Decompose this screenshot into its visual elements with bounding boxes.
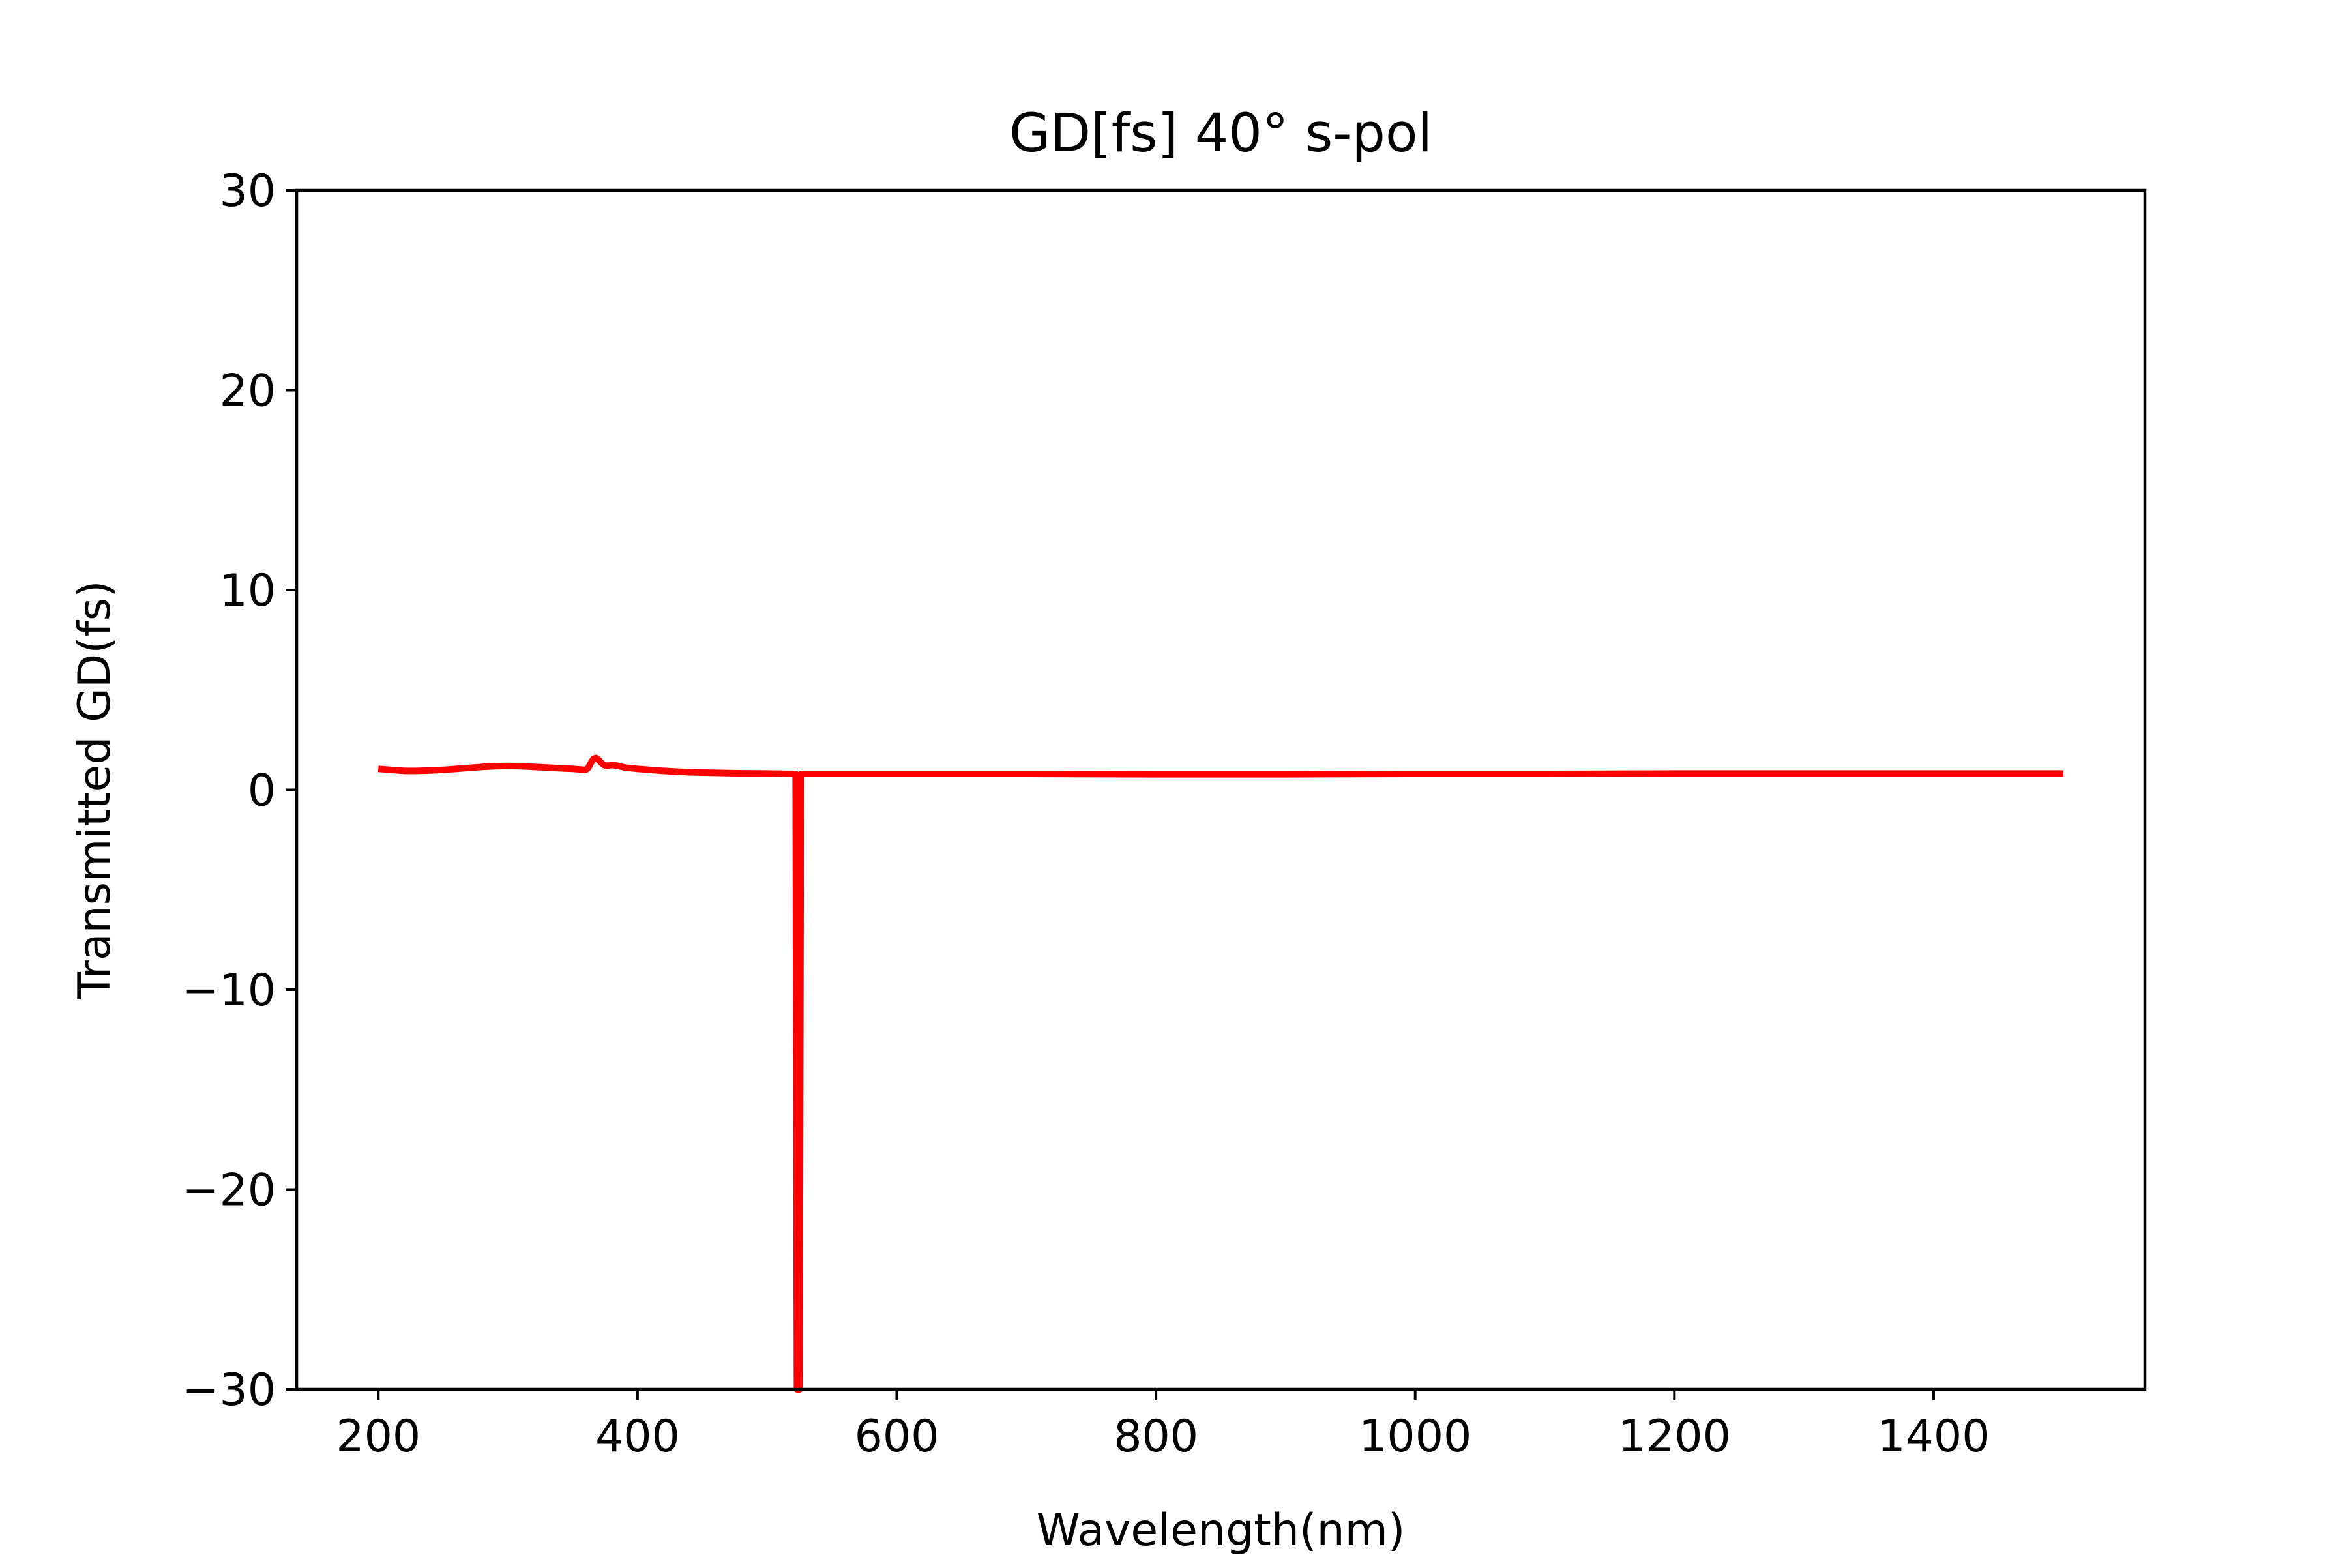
y-tick-label: 10 [219, 565, 276, 617]
y-axis: −30 −20 −10 0 10 20 30 [182, 166, 297, 1416]
x-tick-label: 1200 [1618, 1411, 1731, 1462]
x-tick-label: 800 [1114, 1411, 1198, 1462]
x-tick-label: 1400 [1877, 1411, 1990, 1462]
y-tick-label: −20 [182, 1165, 276, 1217]
x-axis-title: Wavelength(nm) [1037, 1505, 1406, 1556]
chart-title: GD[fs] 40° s-pol [1009, 103, 1432, 164]
y-axis-title: Transmitted GD(fs) [69, 580, 121, 999]
x-axis: 200 400 600 800 1000 1200 1400 [336, 1389, 1990, 1462]
y-tick-label: 20 [219, 366, 276, 417]
y-tick-label: −10 [182, 965, 276, 1016]
plot-area [377, 754, 2063, 1393]
x-tick-label: 600 [855, 1411, 939, 1462]
x-tick-label: 400 [595, 1411, 680, 1462]
x-tick-label: 1000 [1359, 1411, 1471, 1462]
series-line-0 [377, 754, 2063, 1393]
y-tick-label: 0 [248, 765, 276, 817]
y-tick-label: −30 [182, 1365, 276, 1416]
x-tick-label: 200 [336, 1411, 421, 1462]
y-tick-label: 30 [219, 166, 276, 217]
